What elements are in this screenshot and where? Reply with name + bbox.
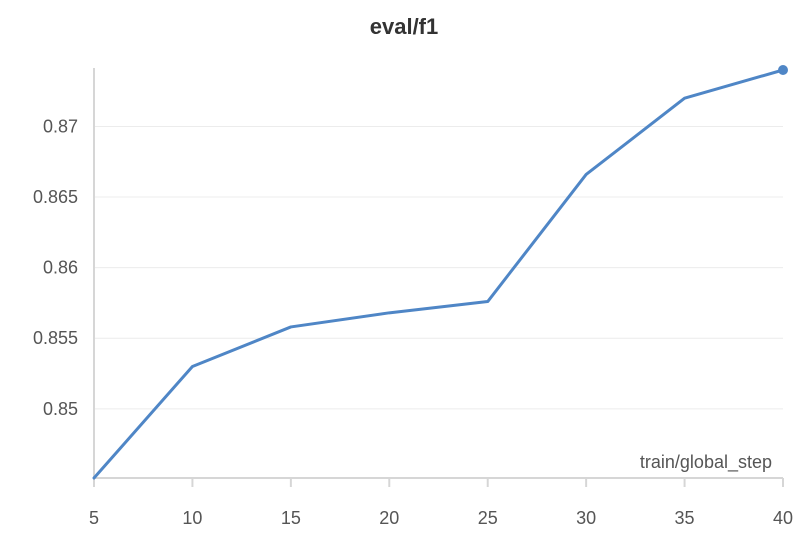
x-tick-label: 10	[182, 508, 202, 528]
x-tick-label: 20	[379, 508, 399, 528]
y-tick-label: 0.865	[33, 187, 78, 207]
x-tick-label: 15	[281, 508, 301, 528]
x-tick-label: 25	[478, 508, 498, 528]
y-tick-label: 0.87	[43, 116, 78, 136]
y-tick-label: 0.86	[43, 258, 78, 278]
y-tick-label: 0.855	[33, 328, 78, 348]
x-tick-label: 5	[89, 508, 99, 528]
x-axis-label: train/global_step	[640, 452, 772, 473]
last-point-marker	[778, 65, 788, 75]
y-tick-label: 0.85	[43, 399, 78, 419]
series-line	[92, 68, 785, 480]
x-tick-label: 30	[576, 508, 596, 528]
x-tick-label: 40	[773, 508, 793, 528]
chart-title: eval/f1	[369, 14, 439, 39]
x-tick-label: 35	[675, 508, 695, 528]
